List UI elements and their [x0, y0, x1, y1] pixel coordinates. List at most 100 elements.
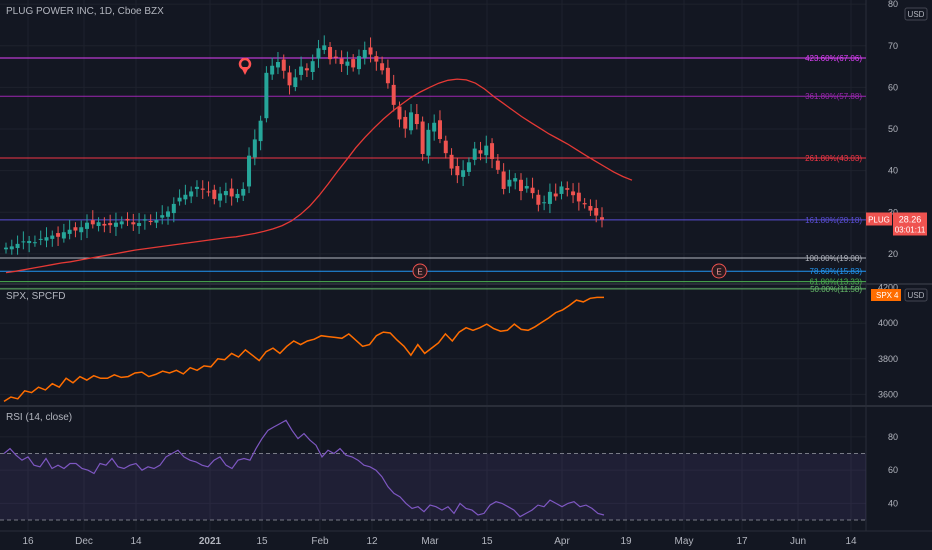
candle-body [125, 218, 130, 221]
y-tick-label: 3800 [878, 354, 898, 364]
rsi-line [3, 419, 605, 518]
candle-body [177, 197, 182, 202]
candle-body [15, 243, 20, 249]
y-tick-label: 40 [888, 166, 898, 176]
fib-level-label: 261.80%(43.03) [805, 154, 862, 163]
candle-body [27, 240, 32, 244]
candle-body [328, 47, 333, 60]
candle-body [119, 221, 124, 225]
countdown-label: 03:01:11 [895, 225, 926, 234]
candle-body [368, 47, 373, 55]
rsi-pane[interactable] [0, 419, 866, 521]
candle-body [345, 61, 350, 66]
rsi-band-fill [0, 453, 866, 521]
time-axis[interactable]: 16 Dec 14 2021 15 Feb 12 Mar 15 Apr 19 May 17 Jun 14 [22, 536, 857, 547]
candle-body [287, 72, 292, 86]
candle-body [113, 222, 118, 227]
candle-body [200, 188, 205, 190]
candle-body [600, 217, 604, 220]
currency-badge-label: USD [908, 291, 925, 300]
candle-body [472, 148, 477, 160]
candle-body [252, 139, 257, 158]
candle-body [212, 189, 217, 199]
pin-marker-icon [241, 67, 249, 75]
candle-body [44, 237, 49, 241]
candle-body [490, 143, 495, 159]
candle-body [576, 192, 581, 202]
x-tick-label: May [675, 536, 694, 547]
candle-body [304, 68, 309, 71]
candle-body [194, 186, 199, 189]
spx-pane[interactable] [3, 296, 604, 403]
x-tick-label: 12 [366, 536, 378, 547]
candle-body [536, 194, 541, 205]
candle-body [356, 56, 361, 70]
y-tick-label: 20 [888, 249, 898, 259]
candle-body [333, 56, 338, 58]
x-tick-label: 17 [736, 536, 748, 547]
candle-body [4, 247, 8, 250]
candle-body [385, 67, 390, 84]
x-tick-label: 15 [256, 536, 268, 547]
price-badge [893, 212, 927, 236]
candle-body [478, 150, 483, 154]
candle-body [409, 112, 414, 131]
candle-body [247, 155, 252, 187]
candle-body [293, 77, 298, 87]
y-tick-label: 80 [888, 432, 898, 442]
last-price-label: 28.26 [899, 214, 922, 224]
candle-body [513, 178, 518, 182]
candle-body [264, 72, 269, 119]
candle-body [310, 61, 315, 72]
candle-body [102, 223, 107, 226]
candle-body [189, 191, 194, 197]
x-tick-label: 19 [620, 536, 632, 547]
candle-body [299, 66, 304, 75]
currency-badge [904, 7, 928, 21]
candle-body [414, 114, 419, 125]
y-tick-label: 60 [888, 465, 898, 475]
y-tick-label: 70 [888, 41, 898, 51]
candle-body [582, 203, 587, 205]
candle-body [437, 120, 442, 140]
candle-body [241, 188, 246, 196]
candle-body [403, 116, 408, 129]
fib-level-label: 361.80%(57.88) [805, 92, 862, 101]
spx-line [3, 296, 604, 403]
candle-body [588, 206, 593, 211]
candle-body [21, 241, 26, 243]
candle-body [391, 84, 396, 105]
price-axis[interactable]: 20 30 40 50 60 70 80 3600 3800 4000 4200 40 60 80 USD U… [866, 0, 928, 508]
candle-body [461, 170, 466, 177]
spx-badge-value: 4 [894, 291, 899, 300]
x-tick-label: 15 [481, 536, 493, 547]
fib-level-label: 100.00%(19.00) [805, 254, 862, 263]
candle-body [137, 223, 142, 226]
x-tick-label: 2021 [199, 536, 222, 547]
price-pane[interactable]: 423.60%(67.06) 361.80%(57.88) 261.80%(43.0… [0, 35, 866, 294]
candle-body [223, 191, 228, 196]
y-tick-label: 80 [888, 0, 898, 9]
earnings-marker-icon [711, 263, 727, 279]
candle-body [374, 56, 379, 62]
candle-body [38, 238, 43, 240]
x-tick-label: Apr [554, 536, 570, 547]
candle-body [542, 202, 547, 204]
candle-body [166, 211, 171, 217]
fib-level-label: 423.60%(67.06) [805, 54, 862, 63]
candle-body [270, 65, 275, 75]
spx-title: SPX, SPCFD [6, 291, 65, 302]
y-tick-label: 50 [888, 124, 898, 134]
candle-body [339, 58, 344, 65]
candle-body [553, 193, 558, 197]
candle-body [426, 129, 431, 156]
x-tick-label: Jun [790, 536, 806, 547]
spx-badge [871, 289, 901, 301]
candle-body [281, 59, 286, 71]
candle-body [559, 186, 564, 194]
main-title: PLUG POWER INC, 1D, Cboe BZX [6, 6, 164, 17]
candle-body [275, 62, 280, 68]
x-tick-label: Dec [75, 536, 93, 547]
candle-body [484, 145, 489, 156]
candle-body [229, 188, 234, 197]
